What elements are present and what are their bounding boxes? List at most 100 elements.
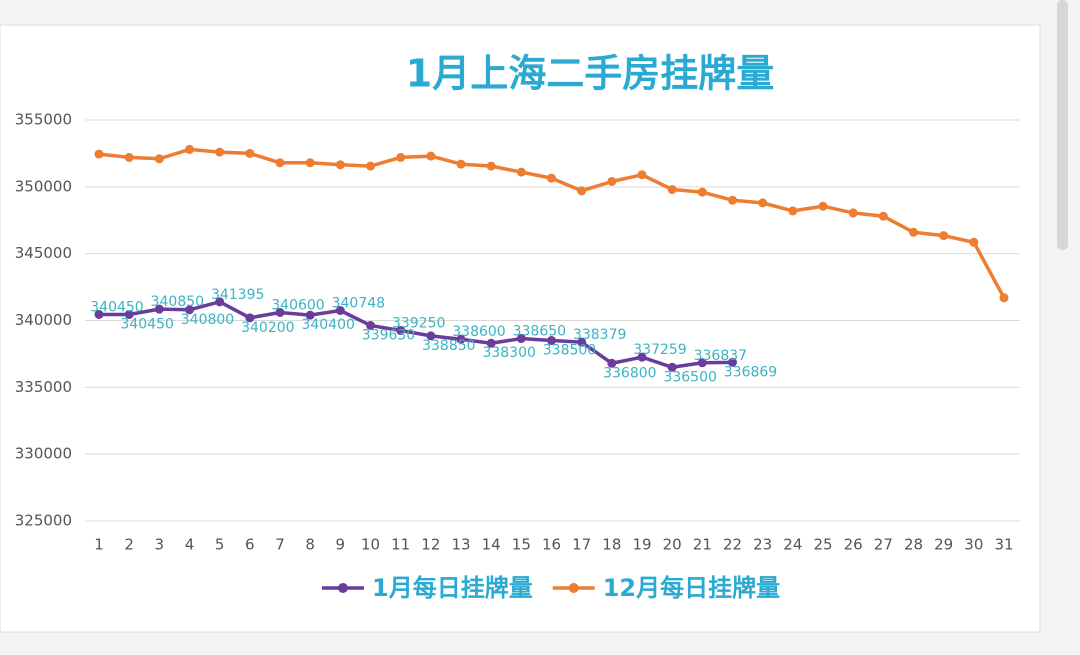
point	[275, 307, 285, 317]
point	[758, 198, 768, 208]
data-label: 340450	[90, 299, 143, 315]
series-line	[99, 300, 733, 370]
point	[335, 306, 345, 316]
y-tick-label: 350000	[15, 177, 72, 195]
data-label: 339630	[362, 327, 415, 343]
data-label: 338650	[513, 324, 566, 340]
x-tick-label: 31	[994, 536, 1013, 554]
x-tick-label: 20	[663, 536, 682, 554]
point	[637, 352, 647, 362]
x-tick-label: 2	[124, 536, 134, 554]
x-tick-label: 15	[512, 536, 531, 554]
point	[516, 167, 526, 177]
data-label: 341395	[211, 287, 264, 303]
y-tick-label: 335000	[15, 378, 72, 396]
point	[215, 147, 225, 157]
data-label: 337259	[633, 342, 686, 358]
point	[848, 208, 858, 218]
data-label: 338500	[543, 343, 596, 359]
point	[124, 309, 134, 319]
point	[667, 185, 677, 195]
point	[969, 237, 979, 247]
point	[728, 357, 737, 367]
point	[366, 320, 375, 330]
point	[426, 151, 436, 161]
data-label: 340600	[271, 297, 324, 313]
y-tick-label: 340000	[15, 311, 72, 329]
point	[426, 331, 436, 341]
x-tick-label: 18	[602, 536, 621, 554]
y-tick-label: 325000	[15, 512, 72, 530]
point	[999, 293, 1009, 303]
y-tick-label: 330000	[15, 445, 72, 463]
x-tick-label: 8	[305, 536, 315, 554]
point	[124, 152, 134, 162]
data-label: 338600	[452, 324, 505, 340]
x-tick-label: 28	[904, 536, 923, 554]
x-tick-label: 19	[632, 536, 651, 554]
legend-marker	[338, 583, 348, 593]
x-tick-label: 1	[94, 536, 104, 554]
point	[94, 309, 104, 319]
point	[335, 160, 345, 170]
point	[909, 227, 918, 237]
point	[275, 158, 285, 168]
point	[245, 313, 255, 323]
data-label: 340450	[120, 316, 173, 332]
point	[366, 161, 375, 171]
data-label: 336800	[603, 365, 656, 381]
point	[185, 144, 194, 154]
point	[154, 154, 164, 164]
x-tick-label: 25	[813, 536, 832, 554]
point	[486, 161, 496, 171]
data-label: 336837	[694, 348, 747, 364]
y-tick-label: 355000	[15, 111, 72, 129]
x-tick-label: 21	[693, 536, 712, 554]
y-tick-label: 345000	[15, 244, 72, 262]
x-tick-label: 7	[275, 536, 285, 554]
point	[667, 362, 677, 372]
point	[607, 358, 617, 368]
data-label: 336869	[724, 364, 777, 380]
point	[185, 305, 194, 315]
x-tick-label: 5	[215, 536, 225, 554]
legend: 1月每日挂牌量 12月每日挂牌量	[322, 574, 780, 602]
point	[788, 206, 798, 216]
point	[94, 149, 104, 159]
x-tick-label: 27	[874, 536, 893, 554]
point	[637, 170, 647, 180]
point	[456, 159, 466, 169]
x-tick-label: 4	[185, 536, 195, 554]
data-label: 336500	[663, 369, 716, 385]
x-tick-label: 11	[391, 536, 410, 554]
chart-title: 1月上海二手房挂牌量	[406, 52, 774, 96]
legend-marker	[568, 583, 579, 593]
point	[396, 326, 406, 336]
point	[154, 304, 164, 314]
x-tick-label: 3	[155, 536, 165, 554]
data-label: 340748	[332, 296, 385, 312]
point	[396, 152, 406, 162]
point	[607, 176, 617, 186]
data-label: 340850	[151, 294, 204, 310]
point	[818, 201, 828, 211]
point	[215, 297, 225, 307]
legend-label: 1月每日挂牌量	[372, 574, 533, 602]
x-tick-label: 24	[783, 536, 802, 554]
point	[305, 158, 315, 168]
x-tick-label: 6	[245, 536, 255, 554]
data-label: 338300	[482, 345, 535, 361]
data-label: 339250	[392, 316, 445, 332]
point	[547, 336, 556, 346]
x-tick-label: 30	[964, 536, 983, 554]
x-tick-label: 26	[844, 536, 863, 554]
point	[486, 338, 496, 348]
point	[577, 186, 587, 196]
point	[878, 211, 888, 221]
x-tick-label: 14	[482, 536, 501, 554]
point	[577, 337, 587, 347]
data-label: 340800	[181, 312, 234, 328]
point	[728, 195, 737, 205]
scrollbar[interactable]	[1057, 0, 1068, 250]
